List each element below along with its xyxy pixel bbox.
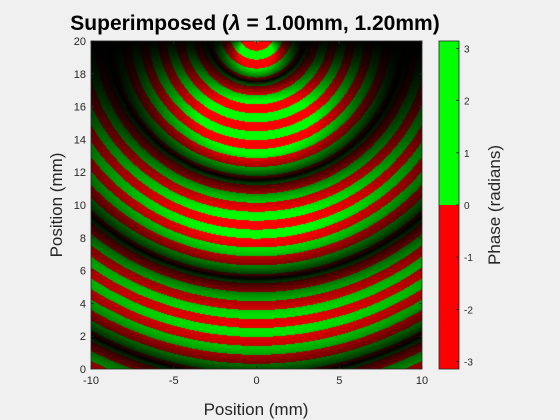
x-tick-label: 10 bbox=[416, 375, 428, 387]
y-tick-label: 4 bbox=[80, 298, 86, 310]
y-tick-label: 6 bbox=[80, 266, 86, 278]
colorbar-tick-label: 3 bbox=[464, 44, 470, 55]
x-axis-ticks: -10 -5 0 5 10 bbox=[83, 41, 428, 387]
y-tick-label: 12 bbox=[74, 167, 86, 179]
x-tick-label: 0 bbox=[253, 375, 259, 387]
y-tick-label: 10 bbox=[74, 200, 86, 212]
y-tick-label: 14 bbox=[74, 134, 86, 146]
colorbar-tick-label: 1 bbox=[464, 149, 470, 160]
chart-title: Superimposed (λ = 1.00mm, 1.20mm) bbox=[70, 12, 439, 35]
colorbar-positive-segment bbox=[439, 41, 459, 205]
colorbar-tick-label: -2 bbox=[464, 305, 473, 316]
y-tick-label: 8 bbox=[80, 233, 86, 245]
title-prefix: Superimposed ( bbox=[70, 12, 229, 35]
y-axis-label: Position (mm) bbox=[47, 153, 66, 258]
colorbar-label: Phase (radians) bbox=[485, 145, 504, 265]
x-axis-label: Position (mm) bbox=[204, 400, 309, 419]
x-tick-label: -10 bbox=[83, 375, 99, 387]
heatmap-image bbox=[91, 41, 422, 369]
y-axis-ticks: 0 2 4 6 8 10 12 14 16 18 20 bbox=[74, 36, 422, 376]
colorbar-tick-label: 2 bbox=[464, 97, 470, 108]
y-tick-label: 18 bbox=[74, 69, 86, 81]
y-tick-label: 20 bbox=[74, 36, 86, 48]
colorbar-tick-label: 0 bbox=[464, 201, 470, 212]
colorbar: -3 -2 -1 0 1 2 3 bbox=[438, 40, 473, 370]
y-tick-label: 2 bbox=[80, 331, 86, 343]
colorbar-ticks: -3 -2 -1 0 1 2 3 bbox=[456, 44, 473, 369]
colorbar-tick-label: -1 bbox=[464, 253, 473, 264]
x-tick-label: -5 bbox=[169, 375, 179, 387]
colorbar-tick-label: -3 bbox=[464, 358, 473, 369]
title-suffix: = 1.00mm, 1.20mm) bbox=[241, 12, 440, 35]
y-tick-label: 0 bbox=[80, 364, 86, 376]
x-tick-label: 5 bbox=[336, 375, 342, 387]
plot-area: -10 -5 0 5 10 0 2 4 6 8 10 12 14 16 18 20 bbox=[74, 36, 428, 387]
title-lambda-symbol: λ bbox=[228, 12, 241, 35]
y-tick-label: 16 bbox=[74, 102, 86, 114]
colorbar-negative-segment bbox=[439, 205, 459, 369]
